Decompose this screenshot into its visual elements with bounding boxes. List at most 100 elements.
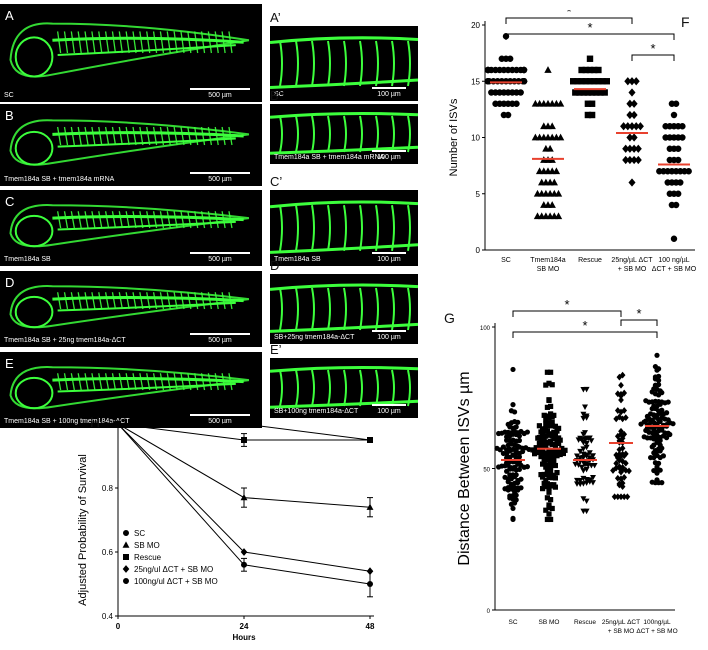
data-point: [543, 421, 549, 427]
data-point: [546, 144, 554, 152]
data-point: [591, 66, 598, 74]
significance-star: *: [587, 20, 592, 35]
isv-line: [70, 31, 75, 54]
eye-outline: [14, 36, 54, 78]
isv-line: [200, 126, 206, 146]
isv-line: [173, 292, 178, 310]
data-point: [624, 77, 632, 86]
data-point: [556, 435, 562, 441]
data-point: [632, 77, 640, 86]
isv-line: [228, 373, 233, 391]
data-point: [619, 450, 626, 458]
isv-line: [207, 31, 213, 54]
data-point: [586, 477, 593, 483]
isv-line: [359, 205, 363, 251]
panel-caption: Tmem184a SB + 25ng tmem184a-ΔCT: [4, 337, 126, 344]
isv-line: [221, 126, 226, 146]
dorsal-vessel: [52, 296, 244, 303]
isv-line: [311, 369, 315, 407]
data-point: [544, 413, 550, 419]
isv-line: [187, 292, 192, 310]
isv-line: [311, 40, 315, 87]
isv-line: [194, 211, 199, 229]
isv-line: [98, 373, 103, 391]
panel-letter: E: [5, 356, 14, 371]
isv-line: [200, 292, 206, 310]
fish-outline: [9, 204, 250, 248]
x-tick-label: Rescue: [574, 619, 596, 626]
data-point: [546, 380, 552, 386]
y-tick-label: 10: [471, 134, 480, 143]
data-point: [575, 462, 582, 468]
data-point: [552, 442, 558, 448]
data-point: [634, 155, 642, 165]
isv-line: [146, 211, 151, 229]
isv-line: [91, 126, 96, 146]
isv-line: [104, 31, 110, 54]
y-tick-label: 50: [483, 468, 490, 474]
isv-line: [295, 115, 299, 153]
data-point: [536, 423, 542, 429]
data-point: [554, 438, 560, 445]
isv-line: [57, 292, 62, 310]
data-point: [679, 134, 686, 141]
data-point: [548, 497, 554, 503]
isv-line: [159, 211, 165, 229]
data-point: [672, 100, 680, 107]
scale-bar-label: 100 µm: [377, 256, 401, 263]
data-point: [656, 366, 662, 372]
data-point: [588, 100, 596, 107]
isv-line: [77, 292, 82, 310]
data-point: [577, 435, 584, 442]
isv-line: [63, 31, 69, 54]
isv-line: [407, 287, 411, 331]
isv-line: [327, 369, 331, 407]
dorsal-vessel: [52, 131, 244, 138]
eye-outline: [14, 130, 54, 166]
data-point: [510, 366, 516, 373]
isv-line: [359, 369, 363, 407]
panel-letter-outer: D’: [270, 258, 283, 273]
x-tick-label: SC: [501, 257, 511, 264]
data-point: [122, 565, 130, 573]
isv-line: [187, 373, 192, 391]
data-point: [577, 478, 584, 484]
data-point: [518, 485, 524, 491]
dorsal-vessel: [270, 111, 418, 119]
isv-line: [375, 40, 379, 87]
isv-line: [152, 126, 158, 146]
data-point: [541, 459, 547, 465]
isv-line: [159, 126, 165, 146]
data-point: [515, 419, 521, 425]
isv-line: [111, 292, 117, 310]
data-point: [544, 495, 550, 501]
data-point: [551, 429, 557, 435]
data-point: [601, 89, 608, 96]
data-point: [513, 497, 519, 503]
data-point: [628, 122, 636, 131]
data-point: [574, 78, 581, 85]
data-point: [618, 493, 624, 501]
data-point: [554, 428, 560, 434]
data-point: [543, 477, 549, 483]
data-point: [548, 431, 554, 437]
data-point: [556, 133, 565, 141]
isv-line: [279, 115, 283, 153]
data-point: [518, 476, 524, 482]
isv-line: [56, 31, 62, 54]
data-point: [541, 451, 547, 457]
isv-line: [311, 287, 315, 331]
data-point: [626, 99, 634, 108]
data-point: [672, 201, 680, 209]
isv-line: [104, 211, 110, 229]
data-point: [546, 447, 552, 453]
panel-letter-outer: B’: [270, 88, 282, 103]
data-point: [591, 78, 598, 85]
data-point: [586, 66, 594, 74]
isv-line: [132, 373, 137, 391]
data-point: [614, 407, 621, 414]
data-point: [616, 480, 623, 488]
isv-line: [207, 211, 213, 229]
scale-bar-label: 100 µm: [377, 91, 401, 98]
